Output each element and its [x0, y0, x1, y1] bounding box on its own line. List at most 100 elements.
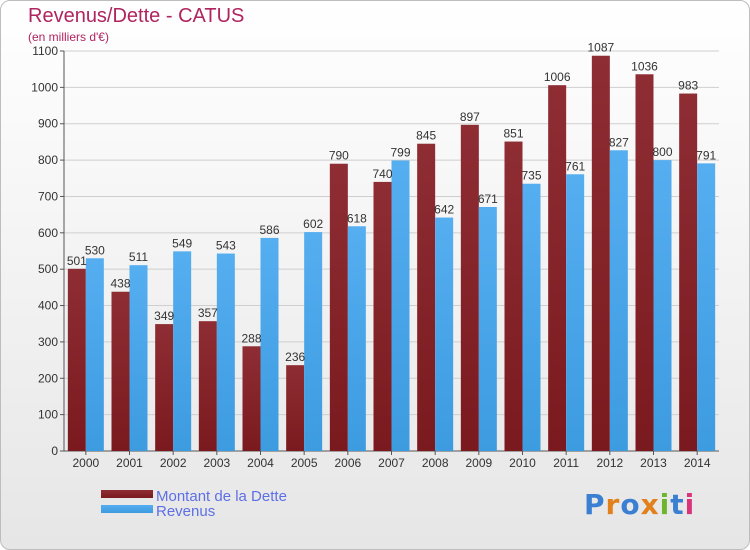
x-tick-label: 2008 — [422, 456, 449, 470]
bar-revenus-2002 — [173, 251, 192, 451]
value-label-revenus-2002: 549 — [172, 236, 192, 250]
value-label-revenus-2004: 586 — [259, 223, 279, 237]
value-label-revenus-2006: 618 — [347, 211, 367, 225]
y-tick-label: 900 — [38, 117, 58, 131]
value-label-revenus-2003: 543 — [216, 239, 236, 253]
x-tick-label: 2002 — [160, 456, 187, 470]
bar-dette-2002 — [155, 324, 174, 451]
value-label-dette-2002: 349 — [154, 309, 174, 323]
legend-label-dette: Montant de la Dette — [156, 488, 287, 505]
y-tick-label: 1100 — [32, 44, 58, 58]
logo-letter: i — [659, 488, 671, 521]
bar-revenus-2003 — [216, 253, 235, 451]
value-label-dette-2008: 845 — [416, 129, 436, 143]
x-tick-label: 2011 — [553, 456, 579, 470]
y-tick-label: 400 — [38, 299, 58, 313]
value-label-revenus-2012: 827 — [609, 135, 629, 149]
bar-revenus-2004 — [260, 237, 279, 451]
value-label-dette-2013: 1036 — [631, 59, 658, 73]
value-label-revenus-2011: 761 — [565, 159, 585, 173]
value-label-dette-2004: 288 — [241, 331, 261, 345]
bar-dette-2008 — [417, 143, 436, 451]
value-label-revenus-2007: 799 — [390, 145, 410, 159]
x-tick-label: 2005 — [291, 456, 318, 470]
bar-revenus-2006 — [347, 226, 366, 451]
logo-letter: o — [620, 488, 641, 521]
logo-letter: r — [605, 488, 621, 521]
bar-revenus-2014 — [697, 163, 716, 451]
bar-dette-2006 — [329, 163, 348, 451]
legend-label-revenus: Revenus — [156, 503, 216, 520]
logo-letter: i — [684, 488, 696, 521]
bar-dette-2014 — [679, 93, 698, 451]
bar-dette-2011 — [548, 85, 567, 451]
logo-letter: t — [670, 488, 685, 521]
y-tick-label: 300 — [38, 335, 58, 349]
bar-revenus-2005 — [304, 232, 323, 451]
value-label-revenus-2000: 530 — [85, 243, 105, 257]
x-tick-label: 2003 — [203, 456, 230, 470]
chart-title: Revenus/Dette - CATUS — [28, 5, 245, 27]
x-tick-label: 2000 — [72, 456, 99, 470]
bar-dette-2000 — [67, 268, 86, 451]
y-tick-label: 0 — [51, 444, 58, 458]
bar-revenus-2009 — [478, 207, 497, 451]
x-tick-label: 2010 — [509, 456, 536, 470]
x-tick-label: 2007 — [378, 456, 405, 470]
bar-dette-2005 — [286, 365, 305, 451]
value-label-revenus-2009: 671 — [478, 192, 498, 206]
value-label-revenus-2005: 602 — [303, 217, 323, 231]
proxiti-logo: Proxiti — [584, 488, 695, 521]
y-tick-label: 800 — [38, 153, 58, 167]
y-tick-label: 500 — [38, 262, 58, 276]
value-label-revenus-2008: 642 — [434, 203, 454, 217]
value-label-dette-2000: 501 — [67, 254, 87, 268]
bar-revenus-2011 — [566, 174, 585, 452]
value-label-revenus-2001: 511 — [129, 250, 148, 264]
value-label-dette-2001: 438 — [110, 277, 130, 291]
bar-dette-2001 — [111, 291, 130, 451]
logo-letter: x — [640, 488, 660, 521]
value-label-dette-2012: 1087 — [587, 41, 614, 55]
y-tick-label: 1000 — [31, 80, 58, 94]
value-label-dette-2006: 790 — [329, 149, 349, 163]
value-label-revenus-2013: 800 — [652, 145, 672, 159]
x-tick-label: 2001 — [116, 456, 143, 470]
bar-dette-2003 — [198, 321, 217, 451]
value-label-revenus-2010: 735 — [521, 169, 541, 183]
bar-dette-2009 — [460, 124, 479, 452]
value-label-dette-2005: 236 — [285, 350, 305, 364]
bar-dette-2004 — [242, 346, 261, 451]
bar-dette-2010 — [504, 141, 523, 451]
bar-revenus-2000 — [85, 258, 104, 451]
y-tick-label: 200 — [38, 371, 58, 385]
logo-letter: P — [584, 488, 606, 521]
y-tick-label: 700 — [38, 189, 58, 203]
value-label-dette-2011: 1006 — [544, 70, 571, 84]
value-label-dette-2009: 897 — [460, 110, 480, 124]
x-tick-label: 2013 — [640, 456, 667, 470]
bar-revenus-2007 — [391, 160, 410, 452]
chart-subtitle: (en milliers d'€) — [28, 30, 109, 44]
x-tick-label: 2014 — [684, 456, 711, 470]
x-tick-label: 2004 — [247, 456, 274, 470]
bar-dette-2012 — [591, 55, 610, 452]
x-tick-label: 2006 — [334, 456, 361, 470]
y-tick-label: 100 — [38, 408, 58, 422]
bar-revenus-2013 — [653, 160, 672, 451]
bar-revenus-2012 — [609, 150, 628, 452]
x-tick-label: 2009 — [465, 456, 492, 470]
legend-swatch-revenus — [101, 505, 153, 513]
bar-revenus-2001 — [129, 265, 148, 451]
value-label-dette-2007: 740 — [372, 167, 392, 181]
bar-revenus-2010 — [522, 183, 541, 451]
bar-revenus-2008 — [435, 217, 454, 451]
value-label-dette-2003: 357 — [198, 306, 218, 320]
x-tick-label: 2012 — [596, 456, 623, 470]
value-label-revenus-2014: 791 — [696, 148, 716, 162]
bar-dette-2007 — [373, 181, 392, 451]
value-label-dette-2014: 983 — [678, 79, 698, 93]
value-label-dette-2010: 851 — [503, 127, 523, 141]
legend-swatch-dette — [101, 490, 153, 498]
